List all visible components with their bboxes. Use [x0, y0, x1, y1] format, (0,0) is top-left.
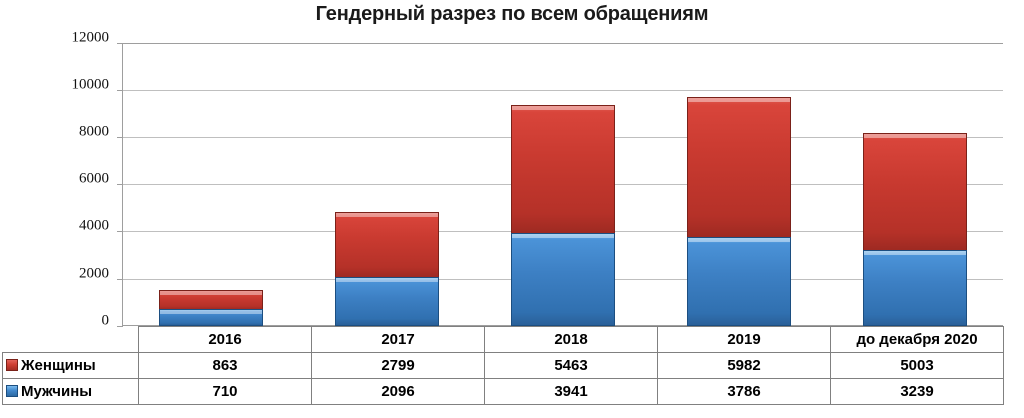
- bar-stack: [863, 133, 967, 326]
- bar-group: [299, 43, 475, 326]
- bar-stack: [687, 97, 791, 326]
- y-tick-label: 8000: [79, 123, 109, 140]
- series-label: Женщины: [21, 357, 96, 374]
- table-column-header: до декабря 2020: [830, 326, 1004, 353]
- y-axis-tick: [117, 279, 123, 280]
- legend-swatch-male-icon: [6, 385, 18, 397]
- table-column-header: 2017: [311, 326, 485, 353]
- bar-segment-female[interactable]: [335, 212, 439, 278]
- y-axis-tick: [117, 184, 123, 185]
- table-cell-value: 5003: [830, 352, 1004, 379]
- y-tick-label: 4000: [79, 217, 109, 234]
- y-axis-tick: [117, 43, 123, 44]
- bar-group: [827, 43, 1003, 326]
- chart-data-table: 2016 2017 2018 2019 до декабря 2020 Женщины 86…: [2, 326, 1004, 405]
- bar-bevel-highlight: [688, 238, 790, 242]
- table-row-header: Женщины: [2, 352, 139, 379]
- bar-stack: [335, 212, 439, 326]
- table-cell-value: 5982: [657, 352, 831, 379]
- table-cell-value: 3941: [484, 378, 658, 405]
- bar-bevel-highlight: [160, 310, 262, 314]
- bar-group: [123, 43, 299, 326]
- series-label: Мужчины: [21, 383, 93, 400]
- table-column-header: 2018: [484, 326, 658, 353]
- table-cell-value: 5463: [484, 352, 658, 379]
- bar-segment-male[interactable]: [335, 277, 439, 326]
- table-cell-value: 710: [138, 378, 312, 405]
- table-cell-value: 2096: [311, 378, 485, 405]
- y-axis-tick: [117, 231, 123, 232]
- table-corner-cell: [2, 326, 139, 353]
- axis-top-line: [123, 43, 1003, 44]
- bar-bevel-highlight: [864, 251, 966, 255]
- table-column-header: 2016: [138, 326, 312, 353]
- table-cell-value: 3786: [657, 378, 831, 405]
- y-tick-label: 10000: [71, 76, 110, 93]
- y-tick-label: 12000: [71, 29, 110, 46]
- bar-bevel-highlight: [336, 213, 438, 217]
- bar-segment-male[interactable]: [863, 250, 967, 326]
- y-tick-label: 0: [101, 312, 110, 329]
- bar-stack: [159, 290, 263, 326]
- bar-segment-female[interactable]: [863, 133, 967, 251]
- bar-segment-female[interactable]: [511, 105, 615, 234]
- bar-segment-female[interactable]: [159, 290, 263, 310]
- table-cell-value: 3239: [830, 378, 1004, 405]
- table-row: Женщины 863 2799 5463 5982 5003: [2, 352, 1004, 379]
- y-axis: 12000 10000 8000 6000 4000 2000 0: [40, 30, 115, 329]
- y-axis-tick: [117, 137, 123, 138]
- bar-group: [651, 43, 827, 326]
- bar-bevel-highlight: [688, 98, 790, 102]
- bar-segment-female[interactable]: [687, 97, 791, 238]
- bar-stack: [511, 105, 615, 326]
- bars-layer: [123, 43, 1003, 326]
- bar-bevel-highlight: [512, 106, 614, 110]
- bar-bevel-highlight: [864, 134, 966, 138]
- table-row: Мужчины 710 2096 3941 3786 3239: [2, 378, 1004, 405]
- legend-swatch-female-icon: [6, 359, 18, 371]
- y-axis-tick: [117, 90, 123, 91]
- table-column-header: 2019: [657, 326, 831, 353]
- gridline: [123, 90, 1003, 91]
- table-cell-value: 863: [138, 352, 312, 379]
- chart-title: Гендерный разрез по всем обращениям: [315, 3, 709, 25]
- bar-segment-male[interactable]: [511, 233, 615, 326]
- y-tick-label: 6000: [79, 170, 109, 187]
- bar-bevel-highlight: [336, 278, 438, 282]
- table-row-header: Мужчины: [2, 378, 139, 405]
- bar-segment-male[interactable]: [687, 237, 791, 326]
- table-header-row: 2016 2017 2018 2019 до декабря 2020: [2, 326, 1004, 353]
- plot-area: [117, 43, 1003, 327]
- y-tick-label: 2000: [79, 265, 109, 282]
- bar-bevel-highlight: [512, 234, 614, 238]
- bar-segment-male[interactable]: [159, 309, 263, 326]
- bar-bevel-highlight: [160, 291, 262, 295]
- bar-group: [475, 43, 651, 326]
- table-cell-value: 2799: [311, 352, 485, 379]
